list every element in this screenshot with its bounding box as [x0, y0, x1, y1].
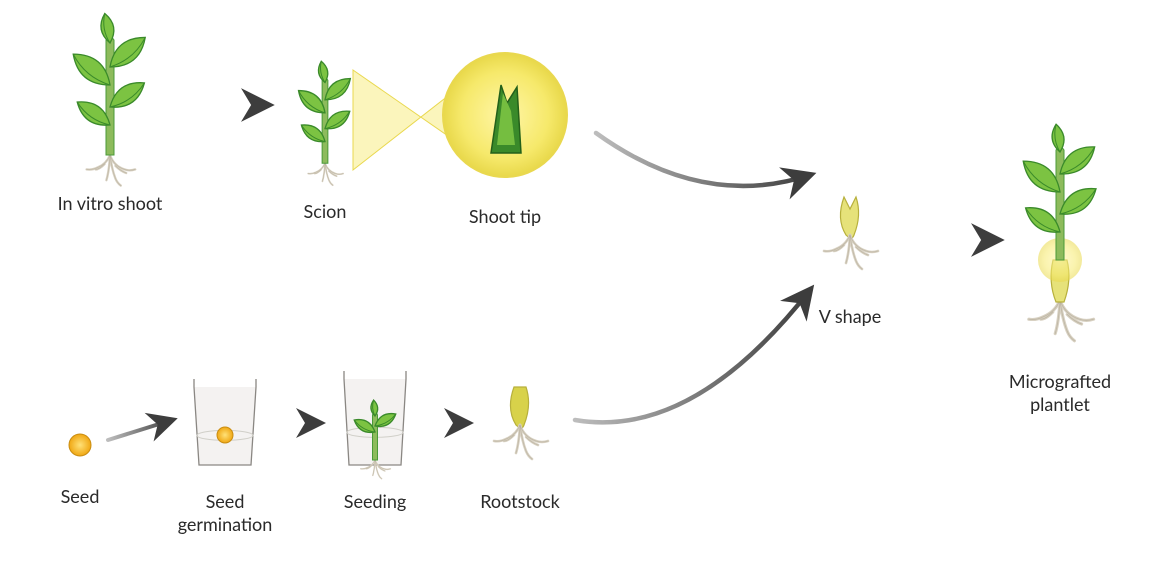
arrow-3 [108, 420, 172, 440]
node-seeding [344, 371, 406, 479]
node-seed [69, 434, 91, 456]
node-rootstock [494, 387, 548, 459]
arrow-1 [596, 133, 810, 186]
diagram-canvas [0, 0, 1166, 569]
seed-icon [69, 434, 91, 456]
node-germ [194, 379, 256, 465]
label-scion: Scion [225, 200, 425, 223]
label-invitro: In vitro shoot [10, 192, 210, 215]
node-scion [294, 61, 355, 186]
label-rootstock: Rootstock [420, 490, 620, 513]
label-tip: Shoot tip [405, 205, 605, 228]
node-tip [443, 53, 567, 177]
label-vshape: V shape [750, 305, 950, 328]
node-final [1017, 123, 1102, 340]
label-final: Micrografted plantlet [960, 370, 1160, 415]
node-invitro [67, 12, 152, 185]
node-vshape [824, 197, 878, 269]
